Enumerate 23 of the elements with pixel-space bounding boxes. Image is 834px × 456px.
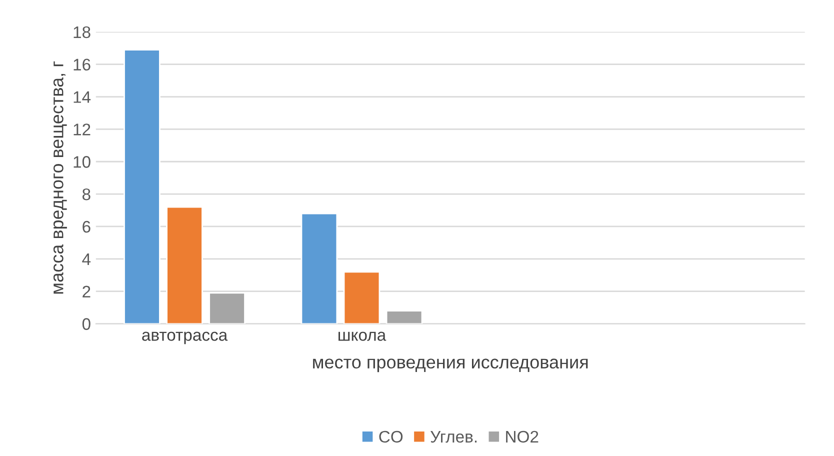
y-tick-label: 12 [74,124,90,136]
x-axis-title: место проведения исследования [313,358,588,372]
x-tick-label: школа [338,332,386,341]
bar [300,212,338,324]
y-tick-label: 10 [74,156,90,168]
y-tick-label: 16 [74,58,90,71]
y-tick-label: 8 [82,188,90,200]
y-tick-label: 6 [82,220,90,233]
y-tick-label: 18 [74,26,90,38]
y-tick-label: 0 [82,318,90,330]
legend-label: Углев. [430,431,477,443]
bar [124,49,160,324]
bar [343,271,380,324]
legend-label: CO [379,430,403,443]
y-tick-label: 4 [82,253,91,265]
bar [166,206,203,324]
y-tick-label: 2 [82,286,90,298]
bar [208,292,246,324]
x-tick-label: автотрасса [142,332,228,344]
bar [386,310,423,324]
y-axis-title: масса вредного вещества, г [53,61,67,294]
legend-label: NO2 [506,430,538,443]
y-tick-label: 14 [74,91,91,103]
